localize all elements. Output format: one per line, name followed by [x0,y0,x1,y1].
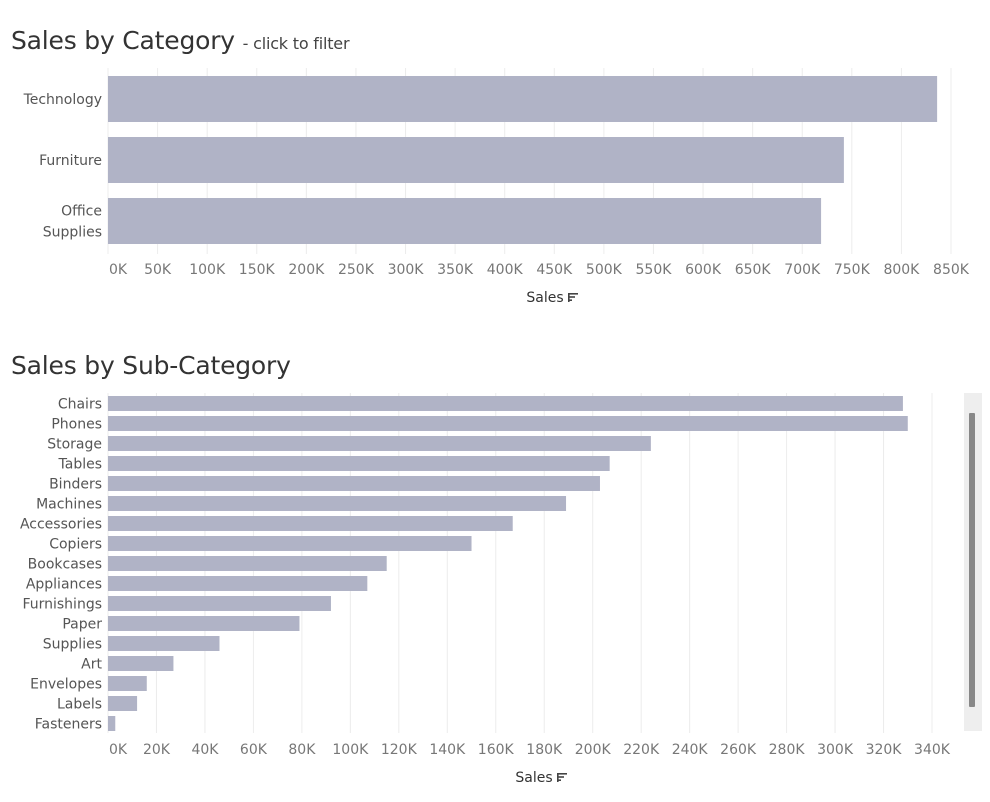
category-bar-chart[interactable]: Technology Furniture Office Supplies 0K 50K 10… [0,0,990,320]
x-tick-label: 700K [784,262,821,278]
x-tick-label: 600K [685,262,722,278]
chart-title-category: Sales by Category - click to filter [11,26,350,55]
bar-paper[interactable] [108,616,300,631]
x-tick-label: 80K [288,742,316,758]
category-label[interactable]: Storage [47,437,102,453]
x-tick-label: 200K [288,262,325,278]
chart-subtitle-category: - click to filter [242,34,350,53]
bar-accessories[interactable] [108,516,513,531]
category-label[interactable]: Furnishings [22,597,102,613]
category-label[interactable]: Tables [58,457,103,473]
x-axis-title[interactable]: Sales [526,290,563,306]
x-tick-label: 320K [866,742,903,758]
category-label[interactable]: Technology [23,92,102,108]
category-label[interactable]: Office Supplies [43,204,102,241]
bar-copiers[interactable] [108,536,472,551]
bar-storage[interactable] [108,436,651,451]
category-label[interactable]: Fasteners [35,717,102,733]
bar-fasteners[interactable] [108,716,116,731]
sort-descending-icon[interactable] [568,293,578,302]
x-tick-label: 60K [240,742,268,758]
x-tick-label: 40K [191,742,219,758]
chart-title-subcategory: Sales by Sub-Category [11,351,291,380]
sort-descending-icon[interactable] [557,773,567,782]
x-tick-label: 20K [143,742,171,758]
x-tick-label: 350K [437,262,474,278]
x-tick-label: 500K [586,262,623,278]
category-label[interactable]: Phones [51,417,102,433]
bar-appliances[interactable] [108,576,368,591]
chart-scrollbar[interactable] [964,393,982,731]
x-tick-label: 0K [109,742,128,758]
x-tick-label: 260K [720,742,757,758]
category-label[interactable]: Furniture [39,153,102,169]
x-tick-label: 220K [623,742,660,758]
category-label[interactable]: Art [81,657,102,673]
bar-supplies[interactable] [108,636,220,651]
category-label[interactable]: Bookcases [28,557,102,573]
x-tick-label: 250K [338,262,375,278]
x-tick-label: 100K [189,262,226,278]
x-tick-label: 300K [388,262,425,278]
x-tick-label: 800K [883,262,920,278]
category-label[interactable]: Copiers [49,537,102,553]
x-tick-label: 240K [672,742,709,758]
scrollbar-thumb[interactable] [969,413,975,707]
x-tick-label: 50K [144,262,172,278]
bar-art[interactable] [108,656,174,671]
x-tick-label: 750K [834,262,871,278]
bar-machines[interactable] [108,496,567,511]
x-tick-label: 280K [769,742,806,758]
bar-technology[interactable] [108,76,938,122]
x-tick-label: 180K [526,742,563,758]
bar-furnishings[interactable] [108,596,331,611]
category-label[interactable]: Labels [57,697,102,713]
category-label[interactable]: Supplies [43,637,102,653]
x-tick-label: 200K [575,742,612,758]
x-tick-label: 450K [536,262,573,278]
bar-furniture[interactable] [108,137,844,183]
x-tick-label: 140K [429,742,466,758]
category-label[interactable]: Envelopes [30,677,102,693]
bar-phones[interactable] [108,416,908,431]
bar-bookcases[interactable] [108,556,387,571]
x-tick-label: 340K [914,742,951,758]
bar-chairs[interactable] [108,396,903,411]
category-label[interactable]: Chairs [58,397,102,413]
x-tick-label: 300K [817,742,854,758]
x-tick-label: 120K [381,742,418,758]
x-tick-label: 160K [478,742,515,758]
x-tick-label: 550K [636,262,673,278]
bar-labels[interactable] [108,696,138,711]
bar-tables[interactable] [108,456,610,471]
x-tick-label: 400K [487,262,524,278]
bar-envelopes[interactable] [108,676,147,691]
x-axis-title[interactable]: Sales [515,770,552,786]
category-label[interactable]: Accessories [20,517,102,533]
bar-binders[interactable] [108,476,600,491]
x-tick-label: 100K [332,742,369,758]
x-tick-label: 650K [735,262,772,278]
chart-title-category-text: Sales by Category [11,26,235,55]
bar-office-supplies[interactable] [108,198,822,244]
category-label[interactable]: Binders [49,477,102,493]
category-label[interactable]: Appliances [26,577,102,593]
x-tick-label: 0K [109,262,128,278]
category-label[interactable]: Machines [36,497,102,513]
x-tick-label: 150K [239,262,276,278]
x-tick-label: 850K [933,262,970,278]
category-label[interactable]: Paper [62,617,102,633]
